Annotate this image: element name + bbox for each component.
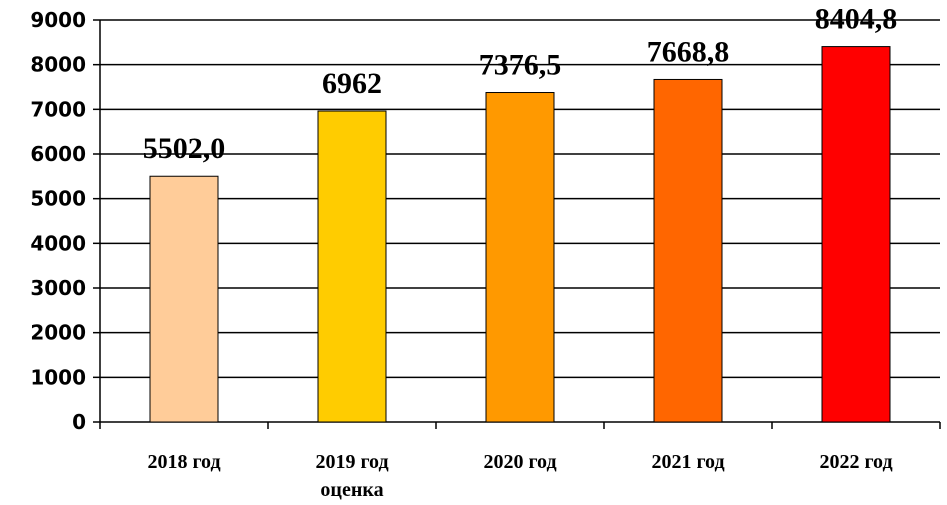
y-tick-label: 2000: [30, 321, 86, 345]
x-tick-label: 2018 год: [147, 451, 220, 473]
y-tick-labels: 0 1000 2000 3000 4000 5000 6000 7000 8000 9000: [30, 8, 86, 434]
data-label: 7668,8: [647, 35, 730, 68]
bars: [149, 46, 891, 423]
bar: [821, 46, 891, 423]
y-tick-label: 0: [72, 410, 86, 434]
bar: [149, 175, 219, 423]
y-tick-label: 9000: [30, 8, 86, 32]
x-tick-label: 2022 год: [819, 451, 892, 473]
x-tick-label: оценка: [320, 479, 383, 500]
data-label: 8404,8: [815, 3, 898, 36]
y-tick-label: 7000: [30, 97, 86, 121]
data-label: 6962: [322, 67, 382, 100]
bar: [653, 78, 723, 423]
x-tick-label: 2021 год: [651, 451, 724, 473]
data-label: 7376,5: [479, 49, 562, 82]
y-tick-label: 3000: [30, 276, 86, 300]
x-tick-label: 2020 год: [483, 451, 556, 473]
y-tick-label: 1000: [30, 365, 86, 389]
y-tick-label: 6000: [30, 142, 86, 166]
bar: [485, 92, 555, 423]
data-label: 5502,0: [143, 132, 226, 165]
y-tick-label: 5000: [30, 187, 86, 211]
data-labels: 5502,0 6962 7376,5 7668,8 8404,8: [143, 3, 898, 166]
y-tick-label: 4000: [30, 231, 86, 255]
bar: [317, 110, 387, 423]
x-tick-label: 2019 год: [315, 451, 388, 473]
y-tick-label: 8000: [30, 53, 86, 77]
x-tick-labels: 2018 год 2019 год оценка 2020 год 2021 год 20…: [147, 451, 892, 501]
